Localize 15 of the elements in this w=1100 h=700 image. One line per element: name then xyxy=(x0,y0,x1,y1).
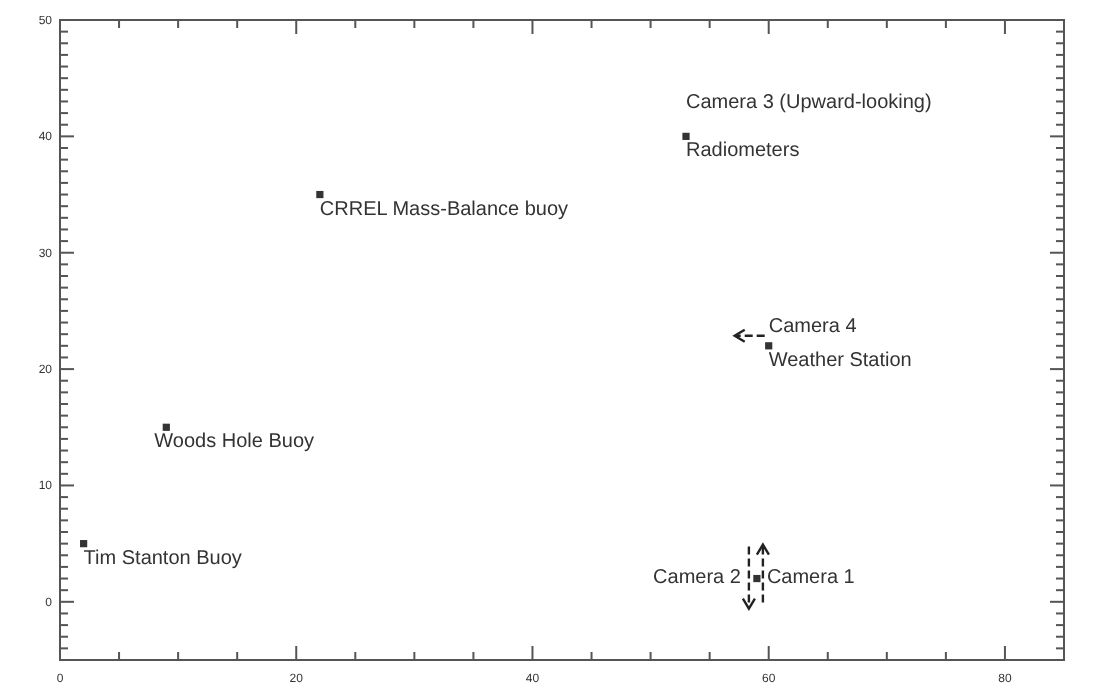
annotation: Camera 4 xyxy=(768,315,858,338)
point xyxy=(316,190,324,199)
annotation: Camera 1 xyxy=(766,566,856,589)
annotation: Radiometers xyxy=(686,140,800,163)
point xyxy=(765,342,773,350)
point xyxy=(162,423,170,431)
annotation: CRREL Mass-Balance buoy xyxy=(319,198,569,221)
point xyxy=(682,132,690,140)
annotation: Camera 3 (Upward-looking) xyxy=(686,92,932,115)
point xyxy=(80,540,88,548)
annotation: Weather Station xyxy=(768,349,912,372)
annotation: Woods Hole Buoy xyxy=(154,431,315,454)
annotation: Tim Stanton Buoy xyxy=(83,547,242,570)
annotation: Camera 2 xyxy=(653,566,742,589)
point xyxy=(753,574,761,583)
